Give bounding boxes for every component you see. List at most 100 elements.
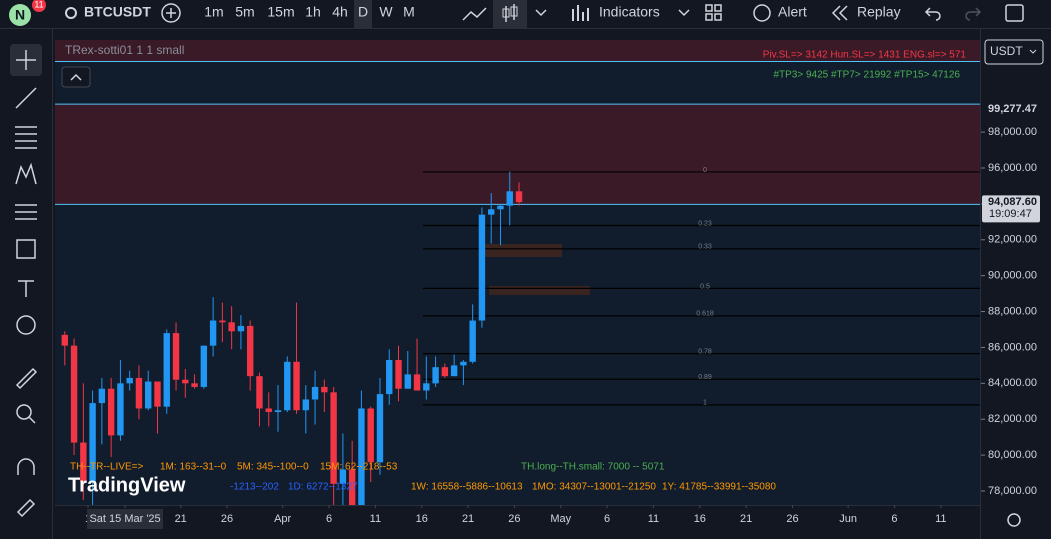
info-label: 5M: 345--100--0 xyxy=(237,462,309,473)
candles-icon xyxy=(502,8,510,18)
avatar-letter: N xyxy=(15,7,25,23)
candle-body xyxy=(321,386,328,393)
indicators-button[interactable]: Indicators xyxy=(599,4,660,20)
interval[interactable]: M xyxy=(403,4,415,20)
candle-body xyxy=(265,408,272,413)
candle-body xyxy=(172,333,180,380)
candle-body xyxy=(135,377,143,409)
x-tick-label: 6 xyxy=(604,513,610,525)
zoom-tool[interactable] xyxy=(16,404,32,420)
x-tick-label: 21 xyxy=(740,513,752,525)
x-tick-label: Sat 15 Mar '25 xyxy=(89,513,160,525)
interval[interactable]: 15m xyxy=(267,4,294,20)
collapse-icon xyxy=(70,73,82,81)
info-label: 1Y: 41785--33991--35080 xyxy=(662,482,776,493)
candle-body xyxy=(284,361,291,411)
shape-tool[interactable] xyxy=(16,239,36,259)
y-tick-label: 88,000.00 xyxy=(988,305,1037,317)
magnet-tool[interactable] xyxy=(17,458,35,475)
avatar[interactable] xyxy=(9,4,31,26)
redo[interactable] xyxy=(965,7,982,21)
currency-button[interactable] xyxy=(984,39,1044,65)
y-tick-label: 96,000.00 xyxy=(988,162,1037,174)
y-tick-label: 86,000.00 xyxy=(988,341,1037,353)
info-label: 15M: 62--218--53 xyxy=(320,462,398,473)
candle-body xyxy=(80,442,87,483)
left-toolbar xyxy=(10,44,42,518)
candle-body xyxy=(348,469,356,505)
interval[interactable]: 1m xyxy=(204,4,223,20)
interval[interactable]: W xyxy=(379,4,393,20)
chevron[interactable] xyxy=(535,9,690,17)
candle-body xyxy=(478,214,486,321)
fib-tool[interactable] xyxy=(15,126,37,149)
x-tick-label: 26 xyxy=(786,513,798,525)
info-label: 1MO: 34307--13001--21250 xyxy=(532,482,656,493)
candle-body xyxy=(413,374,421,391)
pattern-tool[interactable] xyxy=(15,162,37,185)
candle-body xyxy=(237,325,245,332)
candle-body xyxy=(200,345,208,387)
countdown: 19:09:47 xyxy=(989,208,1032,220)
x-tick-label: 26 xyxy=(221,513,233,525)
brush-tool[interactable] xyxy=(16,498,36,518)
price-label: 94,087.60 xyxy=(988,196,1037,208)
candle-body xyxy=(515,191,523,203)
indicator-title: TRex-sotti01 1 1 small xyxy=(65,43,184,57)
y-tick-label: 98,000.00 xyxy=(988,126,1037,138)
replay-button[interactable]: Replay xyxy=(857,4,901,20)
candle-body xyxy=(126,377,133,384)
candle-body xyxy=(107,388,115,436)
search-icon[interactable] xyxy=(65,7,77,19)
indicators-icon xyxy=(572,5,589,21)
text-tool[interactable] xyxy=(18,280,34,297)
plot: 0 0.23 0.33 0.5 0.618 0.78 0.89 1 xyxy=(55,40,980,505)
y-tick-label: 80,000.00 xyxy=(988,449,1037,461)
candle-body xyxy=(497,205,504,210)
ruler-tool[interactable] xyxy=(15,367,38,390)
x-tick-label: 11 xyxy=(935,513,946,525)
prediction-tool[interactable] xyxy=(15,204,37,220)
candle-body xyxy=(219,320,226,323)
top-toolbar: N 11 BTCUSDT Indicators Alert Replay xyxy=(9,0,1024,28)
trendline-tool[interactable] xyxy=(15,87,37,109)
candle-body xyxy=(61,334,68,346)
fullscreen[interactable] xyxy=(1005,4,1024,22)
y-tick-label: 92,000.00 xyxy=(988,234,1037,246)
interval[interactable]: D xyxy=(358,4,368,20)
undo[interactable] xyxy=(924,7,941,21)
compare-button[interactable] xyxy=(161,3,181,23)
badge-count: 11 xyxy=(34,0,43,9)
symbol[interactable]: BTCUSDT xyxy=(84,4,151,20)
candle-body xyxy=(339,469,347,484)
candles-button[interactable] xyxy=(493,0,527,28)
info-label: TH.long--TH.small: 7000 -- 5071 xyxy=(521,462,665,473)
fib-label: 0 xyxy=(703,167,707,174)
date-tag xyxy=(87,509,164,529)
targets: #TP3> 9425 #TP7> 21992 #TP15> 47126 xyxy=(773,70,960,81)
interval[interactable]: 5m xyxy=(235,4,254,20)
candle-body xyxy=(376,394,384,463)
candle-body xyxy=(209,320,217,346)
info-label: 1W: 16558--5886--10613 xyxy=(411,482,523,493)
candle-body xyxy=(89,403,96,483)
candle-body xyxy=(404,374,411,389)
alert-button[interactable]: Alert xyxy=(778,4,807,20)
candle-body xyxy=(191,383,198,387)
interval[interactable]: 4h xyxy=(332,4,348,20)
candle-body xyxy=(311,386,319,400)
candles-icon xyxy=(510,6,518,17)
fib-label: 0.23 xyxy=(698,220,712,227)
candle-body xyxy=(117,383,124,436)
fib-label: 1 xyxy=(703,400,707,407)
interval[interactable]: 1h xyxy=(305,4,321,20)
settings[interactable] xyxy=(1007,513,1021,527)
line-chart-icon[interactable] xyxy=(462,7,487,21)
emoji-tool[interactable] xyxy=(16,315,36,335)
box xyxy=(489,286,590,295)
zoom-tool-handle xyxy=(28,416,36,424)
collapse-button[interactable] xyxy=(61,66,91,88)
x-tick-label: 11 xyxy=(370,513,381,525)
layout-icon[interactable] xyxy=(705,4,722,21)
